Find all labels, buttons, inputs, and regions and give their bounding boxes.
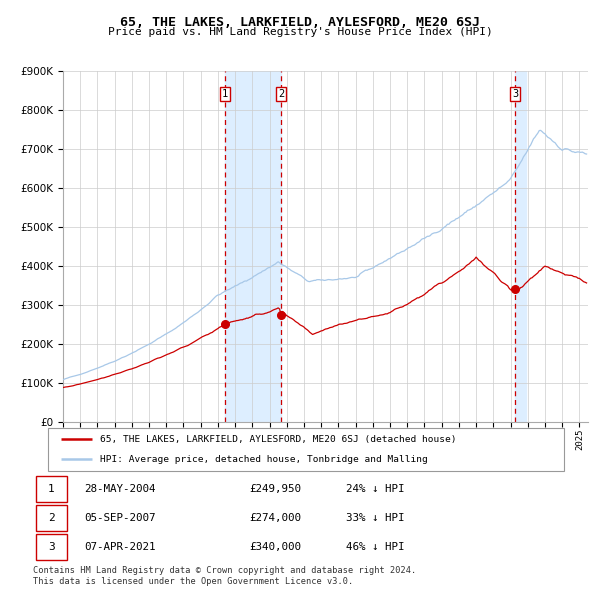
- Text: 05-SEP-2007: 05-SEP-2007: [84, 513, 156, 523]
- Text: 3: 3: [512, 89, 518, 99]
- FancyBboxPatch shape: [36, 476, 67, 502]
- Text: 46% ↓ HPI: 46% ↓ HPI: [346, 542, 404, 552]
- Text: £340,000: £340,000: [249, 542, 301, 552]
- Text: £274,000: £274,000: [249, 513, 301, 523]
- Text: This data is licensed under the Open Government Licence v3.0.: This data is licensed under the Open Gov…: [33, 577, 353, 586]
- Text: 07-APR-2021: 07-APR-2021: [84, 542, 156, 552]
- Text: 33% ↓ HPI: 33% ↓ HPI: [346, 513, 404, 523]
- Text: 28-MAY-2004: 28-MAY-2004: [84, 484, 156, 494]
- Text: 24% ↓ HPI: 24% ↓ HPI: [346, 484, 404, 494]
- FancyBboxPatch shape: [36, 534, 67, 560]
- Bar: [225, 71, 281, 422]
- Text: 1: 1: [222, 89, 228, 99]
- Text: £249,950: £249,950: [249, 484, 301, 494]
- FancyBboxPatch shape: [48, 428, 564, 471]
- Text: 1: 1: [48, 484, 55, 494]
- FancyBboxPatch shape: [36, 505, 67, 531]
- Text: 2: 2: [48, 513, 55, 523]
- Text: HPI: Average price, detached house, Tonbridge and Malling: HPI: Average price, detached house, Tonb…: [100, 455, 427, 464]
- Text: Price paid vs. HM Land Registry's House Price Index (HPI): Price paid vs. HM Land Registry's House …: [107, 27, 493, 37]
- Text: 2: 2: [278, 89, 284, 99]
- Text: 65, THE LAKES, LARKFIELD, AYLESFORD, ME20 6SJ: 65, THE LAKES, LARKFIELD, AYLESFORD, ME2…: [120, 16, 480, 29]
- Text: 3: 3: [48, 542, 55, 552]
- Text: 65, THE LAKES, LARKFIELD, AYLESFORD, ME20 6SJ (detached house): 65, THE LAKES, LARKFIELD, AYLESFORD, ME2…: [100, 435, 456, 444]
- Text: Contains HM Land Registry data © Crown copyright and database right 2024.: Contains HM Land Registry data © Crown c…: [33, 566, 416, 575]
- Bar: [515, 71, 526, 422]
